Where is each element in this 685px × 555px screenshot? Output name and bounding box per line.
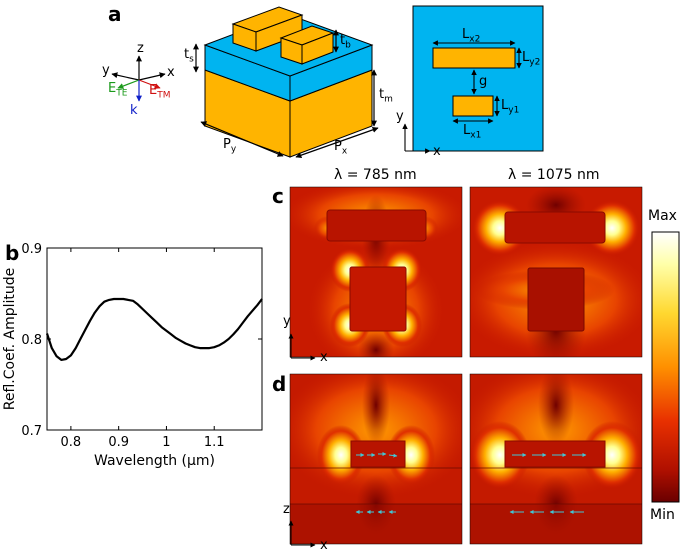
series-line bbox=[45, 297, 263, 361]
py-label: Py bbox=[223, 137, 237, 155]
top-view bbox=[402, 5, 544, 154]
field-map-d-785 bbox=[290, 374, 462, 544]
unit-cell-3d bbox=[193, 6, 379, 159]
colorbar-max-label: Max bbox=[648, 208, 677, 224]
tb-label: tb bbox=[340, 33, 351, 51]
panel-label-b: b bbox=[5, 241, 20, 265]
y-tick-label: 0.8 bbox=[21, 333, 42, 348]
etm-label: ETM bbox=[149, 83, 171, 101]
axis-y-label: y bbox=[102, 63, 110, 78]
d-axis-horizontal: x bbox=[320, 538, 328, 553]
col-title-785: λ = 785 nm bbox=[334, 167, 417, 183]
top-view-resonator-small bbox=[452, 95, 494, 117]
top-view-axis-y: y bbox=[396, 109, 404, 124]
axes-d bbox=[288, 520, 316, 548]
axis-k-label: k bbox=[130, 103, 138, 118]
y-tick-label: 0.7 bbox=[21, 424, 42, 439]
x-axis-label: Wavelength (µm) bbox=[94, 453, 215, 469]
x-tick-label: 0.9 bbox=[108, 435, 129, 450]
tm-label: tm bbox=[379, 87, 393, 105]
panel-label-d: d bbox=[272, 372, 287, 396]
lx1-label: Lx1 bbox=[463, 123, 482, 141]
g-label: g bbox=[479, 74, 488, 89]
y-tick-label: 0.9 bbox=[21, 242, 42, 257]
x-tick-label: 1.1 bbox=[204, 435, 225, 450]
axes-c bbox=[288, 333, 316, 361]
axis-z-label: z bbox=[137, 41, 144, 56]
field-map-d-1075 bbox=[470, 374, 642, 544]
py-arrow bbox=[200, 121, 284, 157]
c-axis-vertical: y bbox=[283, 314, 291, 329]
top-view-axis-x: x bbox=[433, 144, 441, 159]
x-tick-label: 0.8 bbox=[61, 435, 82, 450]
colorbar-min-label: Min bbox=[650, 507, 675, 523]
y-axis-label: Refl.Coef. Amplitude bbox=[2, 268, 18, 411]
field-map-c-785 bbox=[290, 187, 462, 357]
c-axis-horizontal: x bbox=[320, 350, 328, 365]
ete-label: ETE bbox=[108, 81, 128, 99]
top-view-resonator-large bbox=[432, 47, 516, 69]
px-label: Px bbox=[334, 139, 348, 157]
axis-x-label: x bbox=[167, 65, 175, 80]
ly1-label: Ly1 bbox=[501, 98, 520, 116]
ly2-label: Ly2 bbox=[522, 50, 541, 68]
field-map-c-1075 bbox=[470, 187, 642, 357]
reflection-chart: 0.8 0.9 1 1.1 0.7 0.8 0.9 Wavelength (µm) Refl.C… bbox=[2, 242, 263, 469]
panel-label-c: c bbox=[272, 184, 284, 208]
panel-label-a: a bbox=[108, 2, 122, 26]
ts-label: ts bbox=[184, 47, 194, 65]
col-title-1075: λ = 1075 nm bbox=[508, 167, 600, 183]
px-arrow bbox=[295, 126, 379, 159]
colorbar bbox=[651, 231, 680, 503]
axes-triad bbox=[111, 55, 166, 102]
lx2-label: Lx2 bbox=[462, 27, 481, 45]
d-axis-vertical: z bbox=[283, 502, 290, 517]
top-view-spacer bbox=[412, 5, 544, 152]
x-tick-label: 1 bbox=[162, 435, 170, 450]
